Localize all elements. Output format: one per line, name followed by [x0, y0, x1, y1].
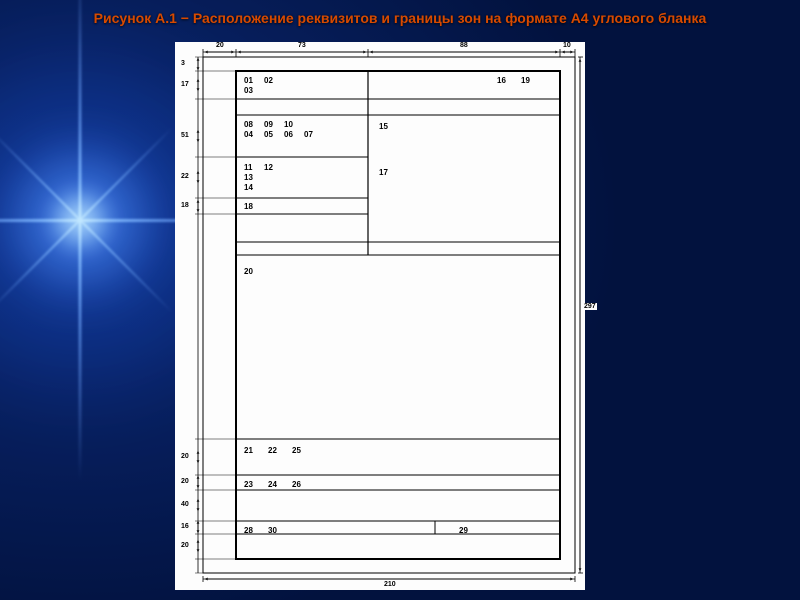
- label: 26: [292, 480, 301, 489]
- label: 3: [180, 60, 186, 67]
- label: 02: [264, 76, 273, 85]
- label: 01: [244, 76, 253, 85]
- label: 20: [180, 478, 190, 485]
- label: 30: [268, 526, 277, 535]
- label: 06: [284, 130, 293, 139]
- label: 12: [264, 163, 273, 172]
- label: 88: [459, 42, 469, 49]
- label: 11: [244, 163, 252, 172]
- label: 28: [244, 526, 253, 535]
- label: 04: [244, 130, 253, 139]
- label: 17: [379, 168, 388, 177]
- label: 24: [268, 480, 277, 489]
- label: 09: [264, 120, 273, 129]
- label: 22: [268, 446, 277, 455]
- label: 297: [583, 303, 597, 310]
- label: 16: [180, 523, 190, 530]
- figure-title: Рисунок А.1 − Расположение реквизитов и …: [40, 10, 760, 26]
- label: 15: [379, 122, 388, 131]
- diagram-sheet: 01 02 03 08 09 10 04 05 06 07 11 12 1314 18 16 19 15 17 20…: [175, 42, 585, 590]
- label: 14: [244, 183, 253, 192]
- label: 13: [244, 173, 253, 182]
- label: 210: [383, 581, 397, 588]
- label: 40: [180, 501, 190, 508]
- label: 73: [297, 42, 307, 49]
- label: 10: [284, 120, 293, 129]
- label: 21: [244, 446, 253, 455]
- label: 25: [292, 446, 301, 455]
- stage: Рисунок А.1 − Расположение реквизитов и …: [0, 0, 800, 600]
- label: 23: [244, 480, 253, 489]
- flare-core: [45, 185, 115, 255]
- label: 16: [497, 76, 506, 85]
- label: 20: [180, 453, 190, 460]
- label: 17: [180, 81, 190, 88]
- label: 03: [244, 86, 253, 95]
- label: 07: [304, 130, 313, 139]
- label: 10: [562, 42, 572, 49]
- label: 20: [215, 42, 225, 49]
- label: 20: [180, 542, 190, 549]
- label: 05: [264, 130, 273, 139]
- label: 08: [244, 120, 253, 129]
- label: 22: [180, 173, 190, 180]
- label: 29: [459, 526, 468, 535]
- label: 19: [521, 76, 530, 85]
- label: 18: [244, 202, 253, 211]
- label: 51: [180, 132, 190, 139]
- label: 18: [180, 202, 190, 209]
- label: 20: [244, 267, 253, 276]
